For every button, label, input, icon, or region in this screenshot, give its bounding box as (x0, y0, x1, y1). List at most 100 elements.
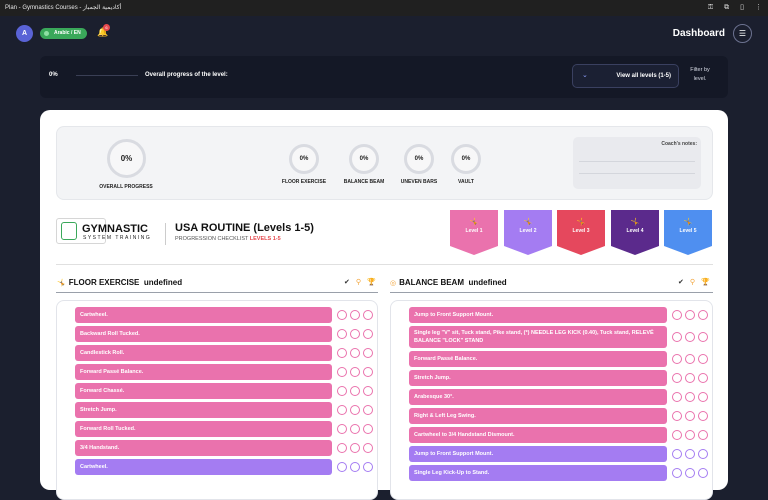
checkmark-icon[interactable]: ✔ (678, 279, 684, 286)
bell-icon[interactable]: 🔔 6 (97, 24, 110, 37)
rating-circle-icon[interactable] (698, 332, 708, 342)
rating-circle-icon[interactable] (698, 430, 708, 440)
rating-circle-icon[interactable] (337, 462, 347, 472)
rating-circle-icon[interactable] (698, 310, 708, 320)
rating-circle-icon[interactable] (350, 405, 360, 415)
rating-circle-icon[interactable] (337, 310, 347, 320)
skill-row[interactable]: Forward Passé Balance. (75, 364, 332, 380)
level-tab-1[interactable]: 🤸 Level 1 (450, 210, 498, 255)
rating-circle-icon[interactable] (685, 354, 695, 364)
rating-circle-icon[interactable] (363, 443, 373, 453)
rating-circle-icon[interactable] (350, 424, 360, 434)
rating-circle-icon[interactable] (672, 468, 682, 478)
rating-circle-icon[interactable] (350, 443, 360, 453)
avatar[interactable]: A (16, 25, 33, 42)
rating-circle-icon[interactable] (672, 430, 682, 440)
rating-circle-icon[interactable] (698, 449, 708, 459)
rating-circle-icon[interactable] (363, 462, 373, 472)
skill-row[interactable]: Jump to Front Support Mount. (409, 446, 667, 462)
rating-circle-icon[interactable] (685, 373, 695, 383)
menu-icon[interactable]: ☰ (733, 24, 752, 43)
rating-circles (672, 411, 708, 421)
rating-circle-icon[interactable] (350, 329, 360, 339)
rating-circle-icon[interactable] (672, 354, 682, 364)
level-tab-4[interactable]: 🤸 Level 4 (611, 210, 659, 255)
skill-row[interactable]: Forward Roll Tucked. (75, 421, 332, 437)
rating-circle-icon[interactable] (672, 392, 682, 402)
coach-notes[interactable]: Coach's notes: (573, 137, 701, 189)
gymnast-icon[interactable]: ⚲ (355, 279, 362, 286)
rating-circle-icon[interactable] (698, 411, 708, 421)
rating-circle-icon[interactable] (685, 430, 695, 440)
skill-row[interactable]: Stretch Jump. (75, 402, 332, 418)
skill-row[interactable]: Jump to Front Support Mount. (409, 307, 667, 323)
rating-circle-icon[interactable] (672, 449, 682, 459)
skill-row[interactable]: Single Leg Kick-Up to Stand. (409, 465, 667, 481)
rating-circle-icon[interactable] (363, 310, 373, 320)
rating-circle-icon[interactable] (698, 373, 708, 383)
rating-circle-icon[interactable] (363, 405, 373, 415)
skill-label: Forward Passé Balance. (414, 356, 478, 362)
skill-row[interactable]: Single leg "V" sit, Tuck stand, Pike sta… (409, 326, 667, 348)
skill-row[interactable]: Forward Chassé. (75, 383, 332, 399)
rating-circle-icon[interactable] (363, 386, 373, 396)
skill-row[interactable]: Candlestick Roll. (75, 345, 332, 361)
skill-row[interactable]: Right & Left Leg Swing. (409, 408, 667, 424)
rating-circle-icon[interactable] (685, 332, 695, 342)
checkmark-icon[interactable]: ✔ (344, 279, 350, 286)
level-tab-5[interactable]: 🤸 Level 5 (664, 210, 712, 255)
rating-circle-icon[interactable] (350, 348, 360, 358)
rating-circle-icon[interactable] (672, 332, 682, 342)
rating-circle-icon[interactable] (337, 424, 347, 434)
rating-circle-icon[interactable] (337, 367, 347, 377)
sidebar-icon[interactable]: ▯ (740, 4, 744, 11)
rating-circle-icon[interactable] (337, 405, 347, 415)
rating-circle-icon[interactable] (698, 392, 708, 402)
rating-circle-icon[interactable] (672, 310, 682, 320)
level-tab-3[interactable]: 🤸 Level 3 (557, 210, 605, 255)
skill-row[interactable]: 3/4 Handstand. (75, 440, 332, 456)
rating-circle-icon[interactable] (685, 468, 695, 478)
rating-circle-icon[interactable] (350, 367, 360, 377)
language-toggle[interactable]: Arabic / EN (40, 28, 87, 39)
skill-row[interactable]: Cartwheel to 3/4 Handstand Dismount. (409, 427, 667, 443)
skill-label: Stretch Jump. (414, 375, 451, 381)
rating-circle-icon[interactable] (685, 449, 695, 459)
rating-circle-icon[interactable] (698, 468, 708, 478)
rating-circle-icon[interactable] (363, 424, 373, 434)
trophy-icon[interactable]: 🏆 (701, 279, 710, 286)
extension-icon[interactable]: ⧉ (724, 4, 730, 11)
bars-progress-label: UNEVEN BARS (400, 179, 438, 185)
level-tab-label: Level 1 (465, 228, 483, 234)
level-tab-label: Level 2 (519, 228, 537, 234)
rating-circle-icon[interactable] (337, 329, 347, 339)
gymnast-icon[interactable]: ⚲ (689, 279, 696, 286)
rating-circle-icon[interactable] (350, 310, 360, 320)
rating-circle-icon[interactable] (350, 386, 360, 396)
rating-circle-icon[interactable] (363, 329, 373, 339)
skill-row[interactable]: Cartwheel. (75, 459, 332, 475)
rating-circle-icon[interactable] (337, 348, 347, 358)
rating-circle-icon[interactable] (363, 367, 373, 377)
rating-circle-icon[interactable] (363, 348, 373, 358)
skill-row[interactable]: Stretch Jump. (409, 370, 667, 386)
view-all-levels-button[interactable]: ⌄ View all levels (1-5) (572, 64, 679, 88)
rating-circle-icon[interactable] (698, 354, 708, 364)
level-tab-2[interactable]: 🤸 Level 2 (504, 210, 552, 255)
trophy-icon[interactable]: 🏆 (367, 279, 376, 286)
rating-circle-icon[interactable] (337, 443, 347, 453)
rating-circle-icon[interactable] (672, 411, 682, 421)
more-icon[interactable]: ⋮ (755, 4, 762, 11)
skill-row[interactable]: Forward Passé Balance. (409, 351, 667, 367)
key-icon[interactable]: ⚿ (707, 4, 714, 11)
skill-row[interactable]: Arabesque 30°. (409, 389, 667, 405)
rating-circle-icon[interactable] (672, 373, 682, 383)
skill-row[interactable]: Backward Roll Tucked. (75, 326, 332, 342)
rating-circle-icon[interactable] (685, 310, 695, 320)
rating-circle-icon[interactable] (685, 411, 695, 421)
level-progress-percent: 0% (49, 72, 58, 78)
rating-circle-icon[interactable] (350, 462, 360, 472)
skill-row[interactable]: Cartwheel. (75, 307, 332, 323)
rating-circle-icon[interactable] (337, 386, 347, 396)
rating-circle-icon[interactable] (685, 392, 695, 402)
